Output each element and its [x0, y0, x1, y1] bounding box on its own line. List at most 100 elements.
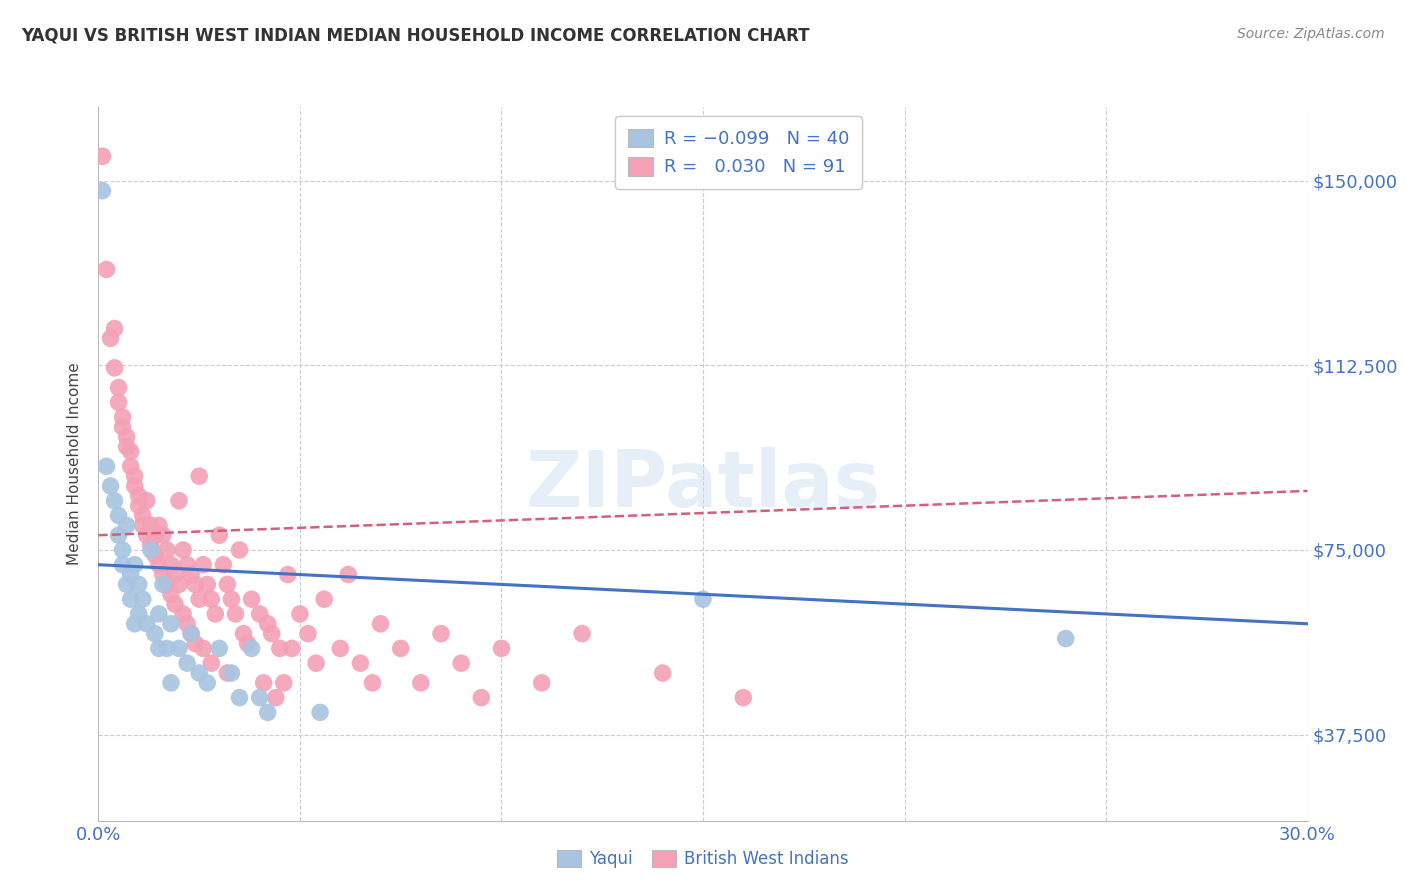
Point — [228, 543, 250, 558]
Point — [180, 567, 202, 582]
Point — [188, 592, 211, 607]
Point — [256, 616, 278, 631]
Point — [692, 592, 714, 607]
Point — [143, 626, 166, 640]
Point — [156, 641, 179, 656]
Point — [571, 626, 593, 640]
Point — [208, 528, 231, 542]
Point — [148, 641, 170, 656]
Point — [249, 607, 271, 621]
Point — [135, 493, 157, 508]
Point — [733, 690, 755, 705]
Point — [228, 690, 250, 705]
Legend: Yaqui, British West Indians: Yaqui, British West Indians — [551, 843, 855, 875]
Point — [240, 641, 263, 656]
Point — [349, 656, 371, 670]
Point — [167, 493, 190, 508]
Legend: R = −0.099   N = 40, R =   0.030   N = 91: R = −0.099 N = 40, R = 0.030 N = 91 — [616, 116, 862, 189]
Text: ZIPatlas: ZIPatlas — [526, 447, 880, 524]
Point — [450, 656, 472, 670]
Point — [160, 558, 183, 572]
Point — [135, 528, 157, 542]
Point — [124, 616, 146, 631]
Point — [156, 543, 179, 558]
Point — [132, 518, 155, 533]
Point — [111, 410, 134, 425]
Point — [297, 626, 319, 640]
Point — [180, 626, 202, 640]
Point — [288, 607, 311, 621]
Point — [103, 493, 125, 508]
Point — [221, 665, 243, 680]
Point — [124, 479, 146, 493]
Point — [115, 430, 138, 444]
Point — [148, 607, 170, 621]
Point — [167, 641, 190, 656]
Point — [264, 690, 287, 705]
Point — [111, 543, 134, 558]
Point — [470, 690, 492, 705]
Point — [156, 577, 179, 591]
Point — [96, 262, 118, 277]
Point — [193, 641, 215, 656]
Point — [361, 676, 384, 690]
Point — [212, 558, 235, 572]
Point — [124, 558, 146, 572]
Point — [139, 543, 162, 558]
Point — [91, 149, 114, 163]
Point — [1054, 632, 1077, 646]
Point — [188, 665, 211, 680]
Point — [128, 577, 150, 591]
Point — [329, 641, 352, 656]
Point — [128, 607, 150, 621]
Point — [305, 656, 328, 670]
Point — [115, 440, 138, 454]
Point — [107, 395, 129, 409]
Point — [115, 518, 138, 533]
Point — [184, 636, 207, 650]
Point — [232, 626, 254, 640]
Point — [103, 360, 125, 375]
Point — [195, 577, 218, 591]
Point — [120, 567, 142, 582]
Point — [107, 528, 129, 542]
Point — [430, 626, 453, 640]
Point — [143, 528, 166, 542]
Point — [139, 518, 162, 533]
Point — [370, 616, 392, 631]
Point — [217, 665, 239, 680]
Point — [253, 676, 276, 690]
Point — [180, 626, 202, 640]
Point — [256, 706, 278, 720]
Point — [152, 567, 174, 582]
Point — [188, 469, 211, 483]
Point — [281, 641, 304, 656]
Point — [163, 567, 186, 582]
Point — [160, 587, 183, 601]
Point — [530, 676, 553, 690]
Point — [167, 577, 190, 591]
Point — [111, 420, 134, 434]
Point — [160, 616, 183, 631]
Point — [236, 636, 259, 650]
Point — [152, 577, 174, 591]
Point — [389, 641, 412, 656]
Point — [176, 558, 198, 572]
Point — [148, 558, 170, 572]
Point — [221, 592, 243, 607]
Point — [184, 577, 207, 591]
Point — [269, 641, 291, 656]
Point — [172, 543, 194, 558]
Point — [409, 676, 432, 690]
Point — [128, 499, 150, 513]
Point — [651, 665, 673, 680]
Point — [260, 626, 283, 640]
Point — [148, 518, 170, 533]
Point — [124, 469, 146, 483]
Point — [111, 558, 134, 572]
Point — [96, 459, 118, 474]
Point — [217, 577, 239, 591]
Point — [195, 676, 218, 690]
Point — [224, 607, 246, 621]
Point — [337, 567, 360, 582]
